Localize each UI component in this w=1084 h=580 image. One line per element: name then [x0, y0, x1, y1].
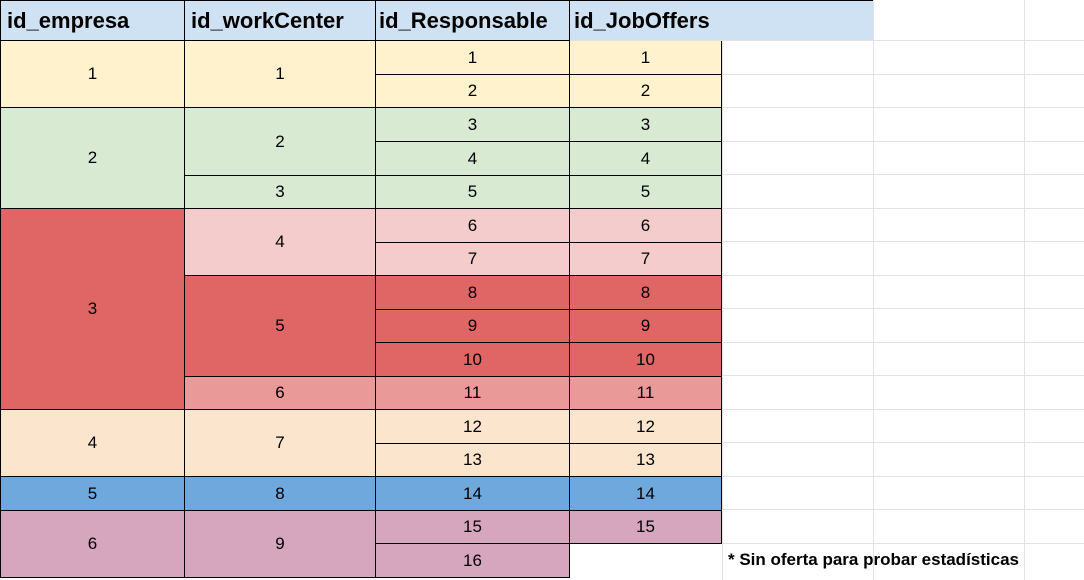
joboffer-cell[interactable]: 8 [570, 276, 722, 310]
responsable-cell[interactable]: 3 [376, 108, 570, 142]
grid-line [873, 0, 874, 580]
header-id-responsable[interactable]: id_Responsable [376, 0, 570, 41]
grid-line [1024, 0, 1025, 580]
joboffer-cell[interactable]: 9 [570, 310, 722, 343]
workcenter-cell[interactable]: 1 [185, 41, 376, 108]
grid-line [722, 308, 1084, 309]
responsable-cell[interactable]: 16 [376, 544, 570, 578]
responsable-cell[interactable]: 7 [376, 243, 570, 276]
workcenter-cell[interactable]: 8 [185, 477, 376, 511]
responsable-cell[interactable]: 11 [376, 377, 570, 410]
grid-line [722, 40, 1084, 41]
grid-line [722, 208, 1084, 209]
responsable-cell[interactable]: 12 [376, 410, 570, 444]
grid-line [722, 409, 1084, 410]
grid-line [722, 0, 723, 580]
grid-line [722, 543, 1084, 544]
joboffer-cell[interactable]: 6 [570, 209, 722, 243]
grid-line [722, 509, 1084, 510]
grid-line [722, 342, 1084, 343]
joboffer-cell[interactable]: 15 [570, 511, 722, 544]
joboffer-cell[interactable]: 5 [570, 176, 722, 209]
empresa-cell[interactable]: 4 [0, 410, 185, 477]
workcenter-cell[interactable]: 4 [185, 209, 376, 276]
empresa-cell[interactable]: 3 [0, 209, 185, 410]
joboffer-cell[interactable]: 1 [570, 41, 722, 75]
responsable-cell[interactable]: 1 [376, 41, 570, 75]
responsable-cell[interactable]: 10 [376, 343, 570, 377]
responsable-cell[interactable]: 4 [376, 142, 570, 176]
header-id-empresa[interactable]: id_empresa [0, 0, 185, 41]
joboffer-cell[interactable]: 13 [570, 444, 722, 477]
grid-line [722, 375, 1084, 376]
empresa-cell[interactable]: 6 [0, 511, 185, 578]
joboffer-cell[interactable]: 14 [570, 477, 722, 511]
responsable-cell[interactable]: 9 [376, 310, 570, 343]
responsable-cell[interactable]: 15 [376, 511, 570, 544]
grid-line [722, 241, 1084, 242]
grid-line [722, 174, 1084, 175]
empresa-cell[interactable]: 2 [0, 108, 185, 209]
workcenter-cell[interactable]: 3 [185, 176, 376, 209]
grid-line [722, 275, 1084, 276]
workcenter-cell[interactable]: 7 [185, 410, 376, 477]
responsable-cell[interactable]: 5 [376, 176, 570, 209]
no-offer-note: * Sin oferta para probar estadísticas [728, 550, 1019, 569]
workcenter-cell[interactable]: 6 [185, 377, 376, 410]
joboffer-cell[interactable]: 3 [570, 108, 722, 142]
responsable-cell[interactable]: 14 [376, 477, 570, 511]
workcenter-cell[interactable]: 5 [185, 276, 376, 377]
responsable-cell[interactable]: 13 [376, 444, 570, 477]
grid-line [722, 476, 1084, 477]
responsable-cell[interactable]: 8 [376, 276, 570, 310]
joboffer-cell[interactable]: 2 [570, 75, 722, 108]
grid-line [722, 141, 1084, 142]
header-id-workcenter[interactable]: id_workCenter [185, 0, 376, 41]
joboffer-cell[interactable]: 4 [570, 142, 722, 176]
joboffer-cell[interactable]: 11 [570, 377, 722, 410]
empresa-cell[interactable]: 5 [0, 477, 185, 511]
grid-line [722, 107, 1084, 108]
joboffer-cell[interactable]: 12 [570, 410, 722, 444]
grid-line [722, 74, 1084, 75]
header-id-joboffers[interactable]: id_JobOffers [570, 0, 873, 41]
responsable-cell[interactable]: 2 [376, 75, 570, 108]
workcenter-cell[interactable]: 9 [185, 511, 376, 578]
joboffer-cell[interactable]: 7 [570, 243, 722, 276]
joboffer-cell[interactable]: 10 [570, 343, 722, 377]
responsable-cell[interactable]: 6 [376, 209, 570, 243]
grid-line [722, 442, 1084, 443]
empresa-cell[interactable]: 1 [0, 41, 185, 108]
workcenter-cell[interactable]: 2 [185, 108, 376, 176]
